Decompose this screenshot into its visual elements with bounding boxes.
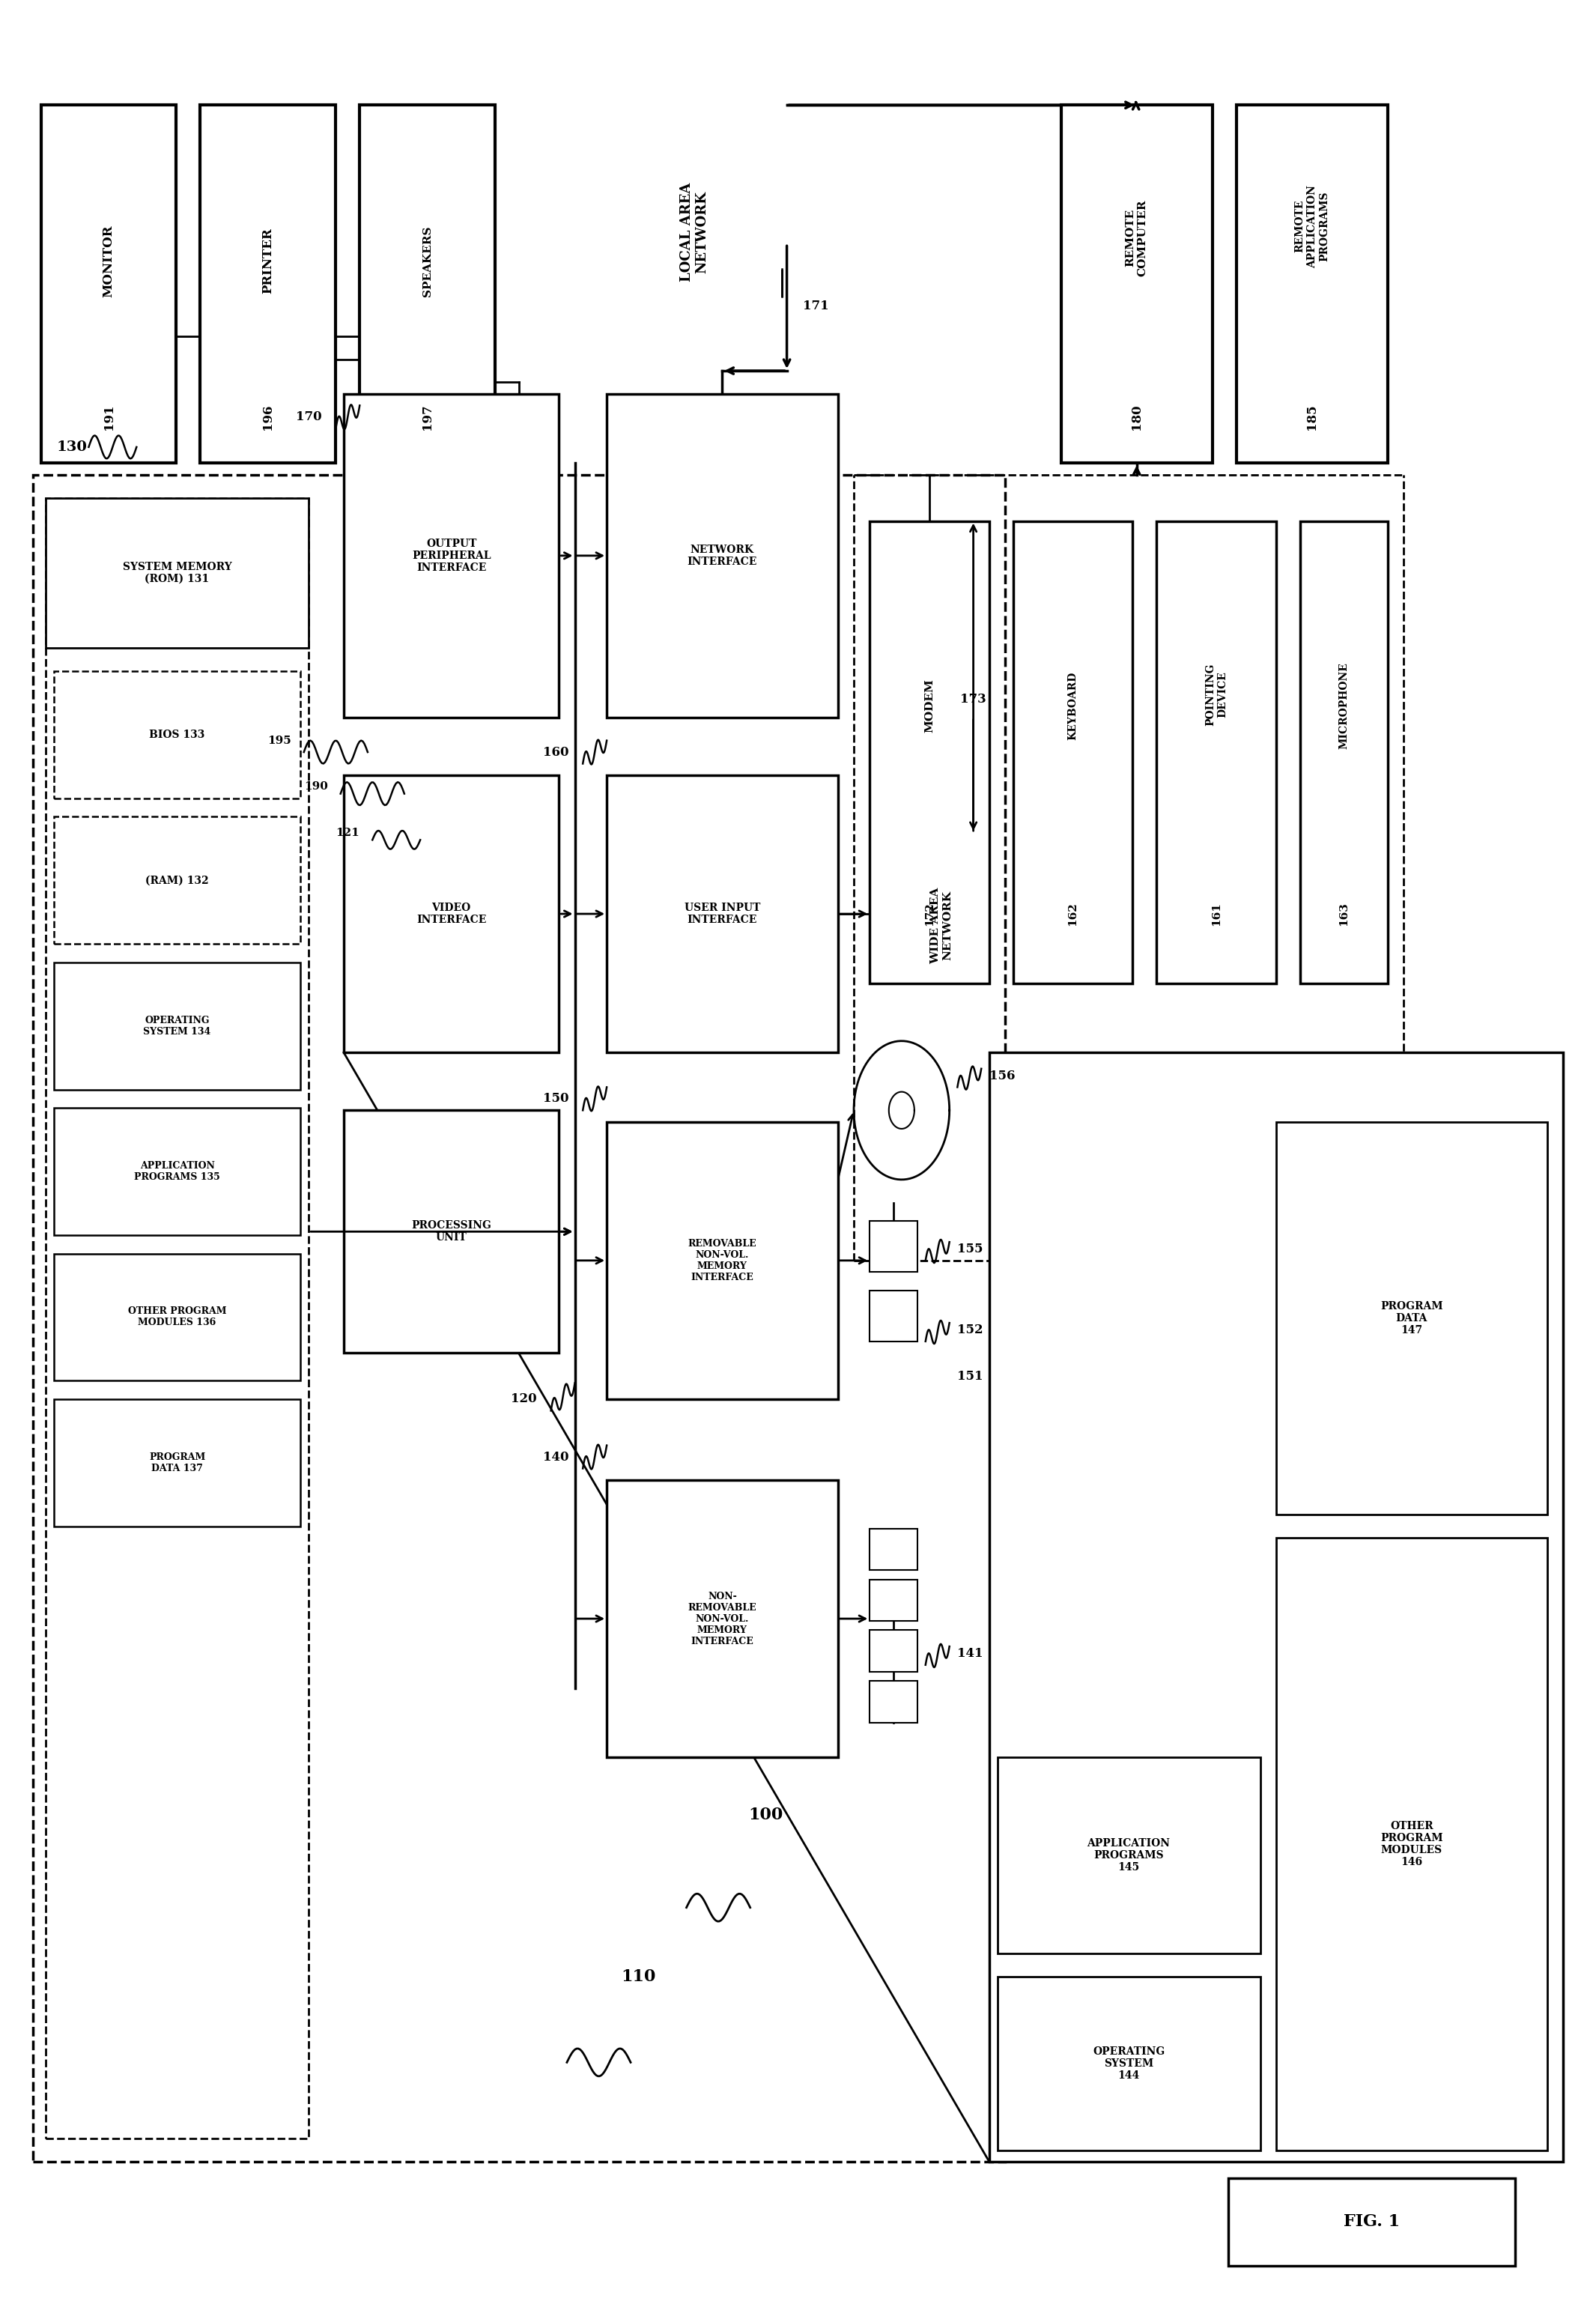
Text: SPEAKERS: SPEAKERS [423, 227, 433, 296]
Bar [1013, 520, 1133, 983]
Text: OTHER PROGRAM
MODULES 136: OTHER PROGRAM MODULES 136 [128, 1307, 227, 1328]
Text: WIDE AREA
NETWORK: WIDE AREA NETWORK [930, 888, 953, 965]
Text: (RAM) 132: (RAM) 132 [145, 874, 209, 886]
Bar [606, 775, 838, 1052]
Text: REMOTE
COMPUTER: REMOTE COMPUTER [1125, 199, 1148, 275]
Text: 197: 197 [421, 405, 434, 430]
Text: MICROPHONE: MICROPHONE [1339, 662, 1349, 749]
Text: BIOS 133: BIOS 133 [150, 729, 204, 740]
Bar [1157, 520, 1277, 983]
Text: NON-
REMOVABLE
NON-VOL.
MEMORY
INTERFACE: NON- REMOVABLE NON-VOL. MEMORY INTERFACE [688, 1591, 757, 1647]
Text: 150: 150 [543, 1092, 568, 1106]
Text: 161: 161 [1211, 902, 1221, 925]
Text: 155: 155 [958, 1242, 983, 1256]
Bar [34, 474, 1005, 2163]
Text: 151: 151 [958, 1369, 983, 1383]
Bar [41, 104, 177, 463]
Text: 141: 141 [958, 1647, 983, 1661]
Bar [606, 1480, 838, 1758]
Bar [200, 104, 335, 463]
Text: FIG. 1: FIG. 1 [1344, 2214, 1400, 2230]
Text: MODEM: MODEM [924, 680, 935, 733]
Bar [998, 1758, 1261, 1954]
Text: 121: 121 [335, 828, 359, 837]
Text: KEYBOARD: KEYBOARD [1068, 671, 1079, 740]
Text: 170: 170 [295, 412, 322, 423]
Text: 172: 172 [924, 902, 935, 925]
Bar [54, 1399, 300, 1527]
Text: 162: 162 [1068, 902, 1079, 925]
Text: PROGRAM
DATA 137: PROGRAM DATA 137 [148, 1453, 206, 1473]
Bar [54, 1254, 300, 1381]
Bar [870, 1529, 918, 1571]
Text: SYSTEM MEMORY
(ROM) 131: SYSTEM MEMORY (ROM) 131 [123, 562, 231, 585]
Text: REMOTE
APPLICATION
PROGRAMS: REMOTE APPLICATION PROGRAMS [1294, 185, 1329, 268]
Bar [870, 1221, 918, 1272]
Bar [1061, 104, 1213, 463]
Bar [870, 520, 990, 983]
Text: PRINTER: PRINTER [262, 229, 275, 294]
Bar [1277, 1122, 1547, 1515]
Text: APPLICATION
PROGRAMS 135: APPLICATION PROGRAMS 135 [134, 1161, 220, 1182]
Text: VIDEO
INTERFACE: VIDEO INTERFACE [417, 902, 487, 925]
Text: 190: 190 [303, 782, 327, 791]
Text: OPERATING
SYSTEM
144: OPERATING SYSTEM 144 [1093, 2047, 1165, 2082]
Bar [343, 1110, 559, 1353]
Text: POINTING
DEVICE: POINTING DEVICE [1205, 664, 1227, 726]
Bar [359, 104, 495, 463]
Text: LOCAL AREA
NETWORK: LOCAL AREA NETWORK [680, 183, 709, 282]
Text: PROGRAM
DATA
147: PROGRAM DATA 147 [1381, 1300, 1443, 1335]
Bar [870, 1682, 918, 1723]
Bar [343, 775, 559, 1052]
Text: MONITOR: MONITOR [102, 224, 115, 296]
Text: 180: 180 [1130, 405, 1143, 430]
Text: 185: 185 [1306, 405, 1318, 430]
Bar [990, 1052, 1562, 2163]
Text: USER INPUT
INTERFACE: USER INPUT INTERFACE [685, 902, 760, 925]
Bar [54, 816, 300, 944]
Text: 120: 120 [511, 1392, 536, 1406]
Text: OUTPUT
PERIPHERAL
INTERFACE: OUTPUT PERIPHERAL INTERFACE [412, 539, 492, 574]
Bar [1301, 520, 1389, 983]
Text: OTHER
PROGRAM
MODULES
146: OTHER PROGRAM MODULES 146 [1381, 1820, 1443, 1867]
Text: REMOVABLE
NON-VOL.
MEMORY
INTERFACE: REMOVABLE NON-VOL. MEMORY INTERFACE [688, 1240, 757, 1281]
Bar [54, 1108, 300, 1235]
Bar [870, 1580, 918, 1621]
Bar [998, 1978, 1261, 2151]
Text: 130: 130 [57, 439, 88, 453]
Bar [870, 1631, 918, 1672]
Text: APPLICATION
PROGRAMS
145: APPLICATION PROGRAMS 145 [1087, 1839, 1170, 1874]
Text: 163: 163 [1339, 902, 1349, 925]
Text: 171: 171 [803, 301, 828, 312]
Text: 196: 196 [262, 405, 275, 430]
Text: 195: 195 [267, 736, 290, 745]
Text: 160: 160 [543, 745, 568, 759]
Bar [46, 497, 308, 2140]
Bar [1237, 104, 1389, 463]
Bar [343, 393, 559, 717]
Text: 152: 152 [958, 1323, 983, 1337]
Bar [1229, 2179, 1515, 2267]
Text: NETWORK
INTERFACE: NETWORK INTERFACE [688, 544, 757, 567]
Bar [606, 1122, 838, 1399]
Bar [606, 393, 838, 717]
Bar [54, 962, 300, 1089]
Text: 191: 191 [102, 405, 115, 430]
Text: 173: 173 [961, 692, 986, 705]
Bar [1277, 1538, 1547, 2151]
Text: 140: 140 [543, 1450, 568, 1464]
Bar [870, 1291, 918, 1342]
Text: PROCESSING
UNIT: PROCESSING UNIT [412, 1221, 492, 1242]
Text: 156: 156 [990, 1069, 1015, 1082]
Bar [46, 497, 308, 648]
Text: 110: 110 [621, 1968, 656, 1985]
Text: OPERATING
SYSTEM 134: OPERATING SYSTEM 134 [144, 1015, 211, 1036]
Text: 100: 100 [749, 1806, 784, 1823]
Bar [54, 671, 300, 798]
